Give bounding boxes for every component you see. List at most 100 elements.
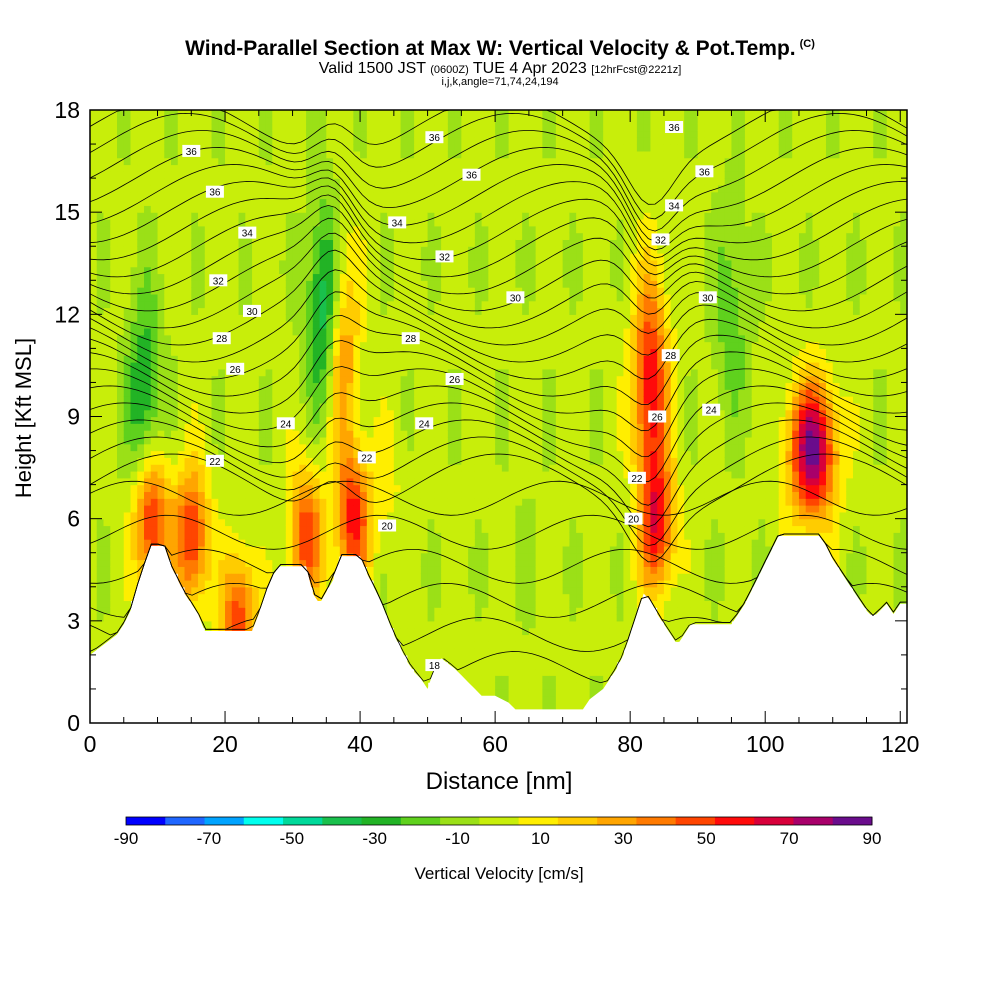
vv-cell xyxy=(326,375,334,384)
vv-cell xyxy=(474,532,483,540)
vv-cell xyxy=(198,144,206,152)
vv-cell xyxy=(441,491,449,499)
vv-cell xyxy=(272,498,280,506)
vv-cell xyxy=(231,545,240,554)
vv-cell xyxy=(292,232,300,241)
vv-cell xyxy=(150,157,159,166)
vv-cell xyxy=(407,579,415,588)
vv-cell xyxy=(191,157,199,166)
vv-cell xyxy=(420,579,429,588)
vv-cell xyxy=(387,566,395,574)
vv-cell xyxy=(427,198,435,206)
vv-cell xyxy=(400,648,408,656)
vv-cell xyxy=(110,144,118,152)
vv-cell xyxy=(225,505,233,513)
vv-cell xyxy=(90,457,98,465)
vv-cell xyxy=(447,518,456,527)
vv-cell xyxy=(420,641,429,649)
vv-cell xyxy=(204,150,213,159)
vv-cell xyxy=(123,600,132,608)
vv-cell xyxy=(407,416,415,424)
vv-cell xyxy=(474,368,483,377)
vv-cell xyxy=(427,314,435,322)
vv-cell xyxy=(454,157,462,166)
vv-cell xyxy=(373,171,381,179)
vv-cell xyxy=(231,321,240,329)
vv-cell xyxy=(346,246,354,254)
vv-cell xyxy=(353,178,361,186)
vv-cell xyxy=(103,389,111,397)
vv-cell xyxy=(434,436,442,445)
vv-cell xyxy=(231,164,240,172)
vv-cell xyxy=(434,314,442,322)
vv-cell xyxy=(387,545,395,554)
vv-cell xyxy=(488,614,496,622)
vv-cell xyxy=(353,430,361,438)
vv-cell xyxy=(319,178,327,186)
vv-cell xyxy=(103,450,111,458)
vv-cell xyxy=(245,402,253,411)
vv-cell xyxy=(353,150,361,159)
vv-cell xyxy=(164,314,172,322)
vv-cell xyxy=(245,552,253,561)
vv-cell xyxy=(272,137,280,145)
vv-cell xyxy=(522,573,530,581)
vv-cell xyxy=(137,212,145,220)
vv-cell xyxy=(326,232,334,241)
vv-cell xyxy=(231,375,240,384)
vv-cell xyxy=(501,539,510,547)
vv-cell xyxy=(245,334,253,343)
vv-cell xyxy=(488,212,496,220)
vv-cell xyxy=(90,416,98,424)
vv-cell xyxy=(123,430,132,438)
vv-cell xyxy=(454,116,462,125)
vv-cell xyxy=(346,144,354,152)
vv-cell xyxy=(198,416,206,424)
vv-cell xyxy=(157,157,165,166)
vv-cell xyxy=(420,178,429,186)
vv-cell xyxy=(252,314,260,322)
vv-cell xyxy=(306,293,314,302)
vv-cell xyxy=(353,539,361,547)
vv-cell xyxy=(285,484,294,493)
vv-cell xyxy=(339,505,348,513)
vv-cell xyxy=(414,341,422,349)
vv-cell xyxy=(333,362,341,370)
vv-cell xyxy=(366,389,375,397)
vv-cell xyxy=(387,273,395,281)
vv-cell xyxy=(400,552,408,561)
vv-cell xyxy=(339,539,348,547)
vv-cell xyxy=(427,505,435,513)
vv-cell xyxy=(468,457,476,465)
vv-cell xyxy=(123,314,132,322)
vv-cell xyxy=(110,518,118,527)
vv-cell xyxy=(508,239,516,247)
vv-cell xyxy=(434,171,442,179)
vv-cell xyxy=(326,164,334,172)
vv-cell xyxy=(130,178,138,186)
vv-cell xyxy=(522,661,530,670)
vv-cell xyxy=(461,457,469,465)
vv-cell xyxy=(319,307,327,315)
vv-cell xyxy=(211,532,219,540)
vv-cell xyxy=(380,314,388,322)
vv-cell xyxy=(427,334,435,343)
vv-cell xyxy=(171,389,179,397)
vv-cell xyxy=(360,518,368,527)
vv-cell xyxy=(427,171,435,179)
vv-cell xyxy=(508,675,516,683)
vv-cell xyxy=(461,525,469,533)
vv-cell xyxy=(495,436,503,445)
vv-cell xyxy=(400,239,408,247)
vv-cell xyxy=(265,416,273,424)
vv-cell xyxy=(447,266,456,275)
vv-cell xyxy=(252,389,260,397)
vv-cell xyxy=(319,484,327,493)
vv-cell xyxy=(225,178,233,186)
vv-cell xyxy=(123,457,132,465)
vv-cell xyxy=(198,280,206,288)
vv-cell xyxy=(117,362,125,370)
vv-cell xyxy=(522,539,530,547)
vv-cell xyxy=(90,116,98,125)
vv-cell xyxy=(157,470,165,479)
